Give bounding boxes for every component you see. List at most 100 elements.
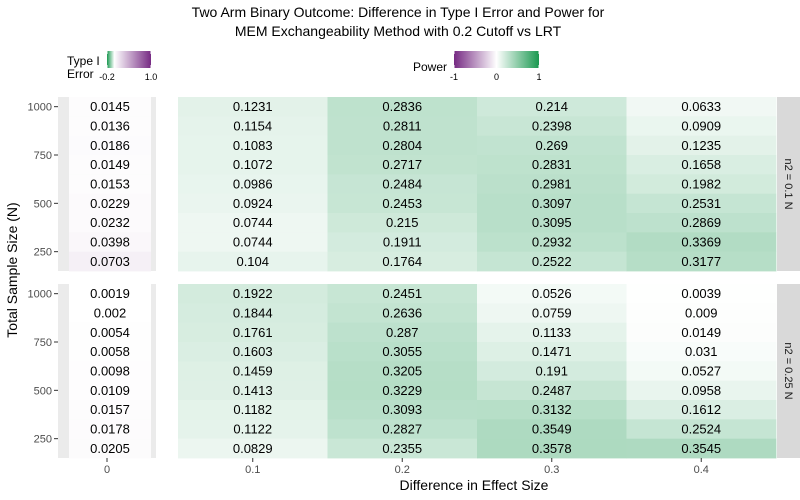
power-cell-label: 0.2827 <box>382 422 422 437</box>
power-cell-label: 0.2355 <box>382 441 422 456</box>
power-cell <box>477 438 627 459</box>
power-cell <box>327 232 478 253</box>
power-cell-label: 0.3132 <box>532 402 572 417</box>
power-cell-label: 0.3369 <box>681 235 721 250</box>
type1-cell-label: 0.0229 <box>90 196 130 211</box>
power-cell <box>327 303 478 324</box>
power-cell <box>178 213 328 233</box>
power-cell-label: 0.1922 <box>233 286 273 301</box>
type1-cell <box>69 97 151 117</box>
power-cell <box>626 303 777 324</box>
power-cell <box>626 322 777 343</box>
type1-legend: Type I Error -0.2 1.0 <box>67 51 157 82</box>
type1-cell <box>69 193 151 214</box>
type1-cell <box>69 419 151 440</box>
y-axis-label: Total Sample Size (N) <box>4 202 20 337</box>
power-cell <box>477 232 627 253</box>
power-cell-label: 0.1413 <box>233 383 273 398</box>
power-cell-label: 0.0958 <box>681 383 721 398</box>
x-tick-label: 0.2 <box>395 464 410 476</box>
type1-cell-label: 0.0186 <box>90 138 130 153</box>
power-cell <box>626 251 777 272</box>
power-cell <box>327 400 478 420</box>
power-cell-label: 0.0149 <box>681 325 721 340</box>
type1-cell <box>69 322 151 343</box>
power-cell-label: 0.1133 <box>532 325 571 340</box>
power-legend-colorbar <box>454 51 539 68</box>
y-tick-label: 750 <box>34 337 52 349</box>
facet-strip <box>777 284 800 458</box>
power-cell-label: 0.3055 <box>382 344 422 359</box>
power-cell-label: 0.104 <box>236 254 269 269</box>
power-cell <box>327 116 478 137</box>
power-cell <box>477 284 627 304</box>
power-cell <box>477 116 627 137</box>
y-tick-label: 1000 <box>28 289 52 301</box>
power-cell <box>626 419 777 440</box>
power-cell-label: 0.2981 <box>532 177 572 192</box>
y-tick-label: 500 <box>34 385 52 397</box>
power-cell <box>327 438 478 459</box>
power-cell-label: 0.0527 <box>681 364 721 379</box>
power-cell <box>626 438 777 459</box>
type1-cell <box>69 135 151 156</box>
type1-cell <box>69 213 151 233</box>
power-cell-label: 0.1083 <box>233 138 273 153</box>
type1-legend-title-line-2: Error <box>67 67 94 81</box>
power-cell <box>178 303 328 324</box>
power-cell <box>626 380 777 401</box>
power-cell <box>626 135 777 156</box>
type1-legend-tick-label: 1.0 <box>145 72 158 82</box>
power-cell <box>178 174 328 195</box>
y-tick-label: 250 <box>34 434 52 446</box>
power-cell-label: 0.1612 <box>681 402 721 417</box>
power-cell <box>626 284 777 304</box>
power-cell-label: 0.2932 <box>532 235 572 250</box>
power-cell-label: 0.2804 <box>382 138 422 153</box>
power-legend: Power -1 0 1 <box>413 51 542 82</box>
power-cell-label: 0.031 <box>685 344 718 359</box>
type1-legend-colorbar <box>107 51 151 68</box>
power-legend-tick-label: 1 <box>536 72 541 82</box>
power-cell-label: 0.1154 <box>233 119 272 134</box>
power-cell-label: 0.0633 <box>681 99 721 114</box>
power-cell <box>626 193 777 214</box>
type1-cell <box>69 232 151 253</box>
type1-cell-label: 0.0178 <box>90 422 130 437</box>
power-cell-label: 0.2522 <box>532 254 572 269</box>
power-cell <box>477 97 627 117</box>
power-cell-label: 0.2636 <box>382 306 422 321</box>
power-cell <box>327 322 478 343</box>
power-cell-label: 0.2398 <box>532 119 572 134</box>
power-cell <box>626 213 777 233</box>
power-cell <box>178 116 328 137</box>
power-cell-label: 0.2831 <box>532 157 572 172</box>
facet-strip-label: n2 = 0.25 N <box>782 342 794 399</box>
power-cell-label: 0.269 <box>535 138 568 153</box>
power-cell-label: 0.215 <box>386 215 419 230</box>
power-cell <box>327 135 478 156</box>
power-cell <box>626 116 777 137</box>
type1-cell-label: 0.0149 <box>90 157 130 172</box>
type1-cell-label: 0.0019 <box>90 286 130 301</box>
type1-cell <box>69 400 151 420</box>
power-cell-label: 0.3097 <box>532 196 572 211</box>
power-cell-label: 0.1761 <box>233 325 273 340</box>
power-cell <box>477 419 627 440</box>
type1-cell <box>69 251 151 272</box>
type1-legend-title-line-1: Type I <box>67 54 100 68</box>
power-cell-label: 0.0759 <box>532 306 572 321</box>
y-tick-label: 750 <box>34 150 52 162</box>
power-cell <box>327 213 478 233</box>
power-cell <box>626 174 777 195</box>
power-cell <box>178 400 328 420</box>
power-cell <box>477 155 627 175</box>
power-cell-label: 0.2484 <box>382 177 422 192</box>
type1-cell <box>69 284 151 304</box>
type1-cell-label: 0.0136 <box>90 119 130 134</box>
power-cell-label: 0.1603 <box>233 344 273 359</box>
power-cell-label: 0.1982 <box>681 177 721 192</box>
type1-cell-label: 0.0232 <box>90 215 130 230</box>
power-cell <box>178 251 328 272</box>
power-cell <box>327 174 478 195</box>
